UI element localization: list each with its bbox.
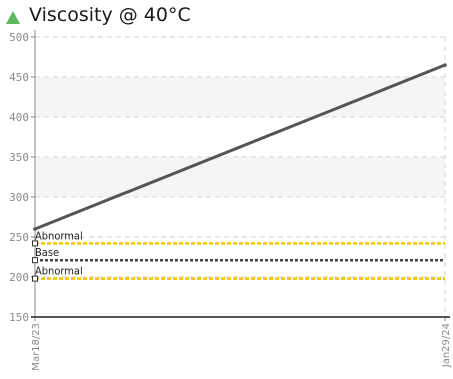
reference-label: Base	[35, 246, 59, 259]
grid-band-1	[35, 157, 445, 197]
reference-marker-1	[32, 257, 38, 264]
x-tick-label: Jan29/24	[441, 323, 452, 368]
grid-band-0	[35, 77, 445, 117]
y-tick-label: 450	[9, 71, 29, 84]
chart-header: Viscosity @ 40°C	[0, 0, 453, 30]
series-line-0	[33, 63, 447, 231]
data-point-0-1	[443, 63, 447, 67]
y-tick-label: 500	[9, 31, 29, 44]
x-tick-label: Mar18/23	[31, 323, 42, 371]
chart-title: Viscosity @ 40°C	[29, 4, 191, 26]
reference-marker-2	[32, 275, 38, 282]
y-tick-label: 350	[9, 151, 29, 164]
reference-label: Abnormal	[35, 229, 83, 242]
status-triangle-icon	[6, 11, 20, 24]
y-tick-label: 150	[9, 311, 29, 324]
y-tick-label: 250	[9, 231, 29, 244]
reference-label: Abnormal	[35, 265, 83, 278]
reference-marker-0	[32, 240, 38, 247]
y-tick-label: 400	[9, 111, 29, 124]
y-tick-label: 300	[9, 191, 29, 204]
data-point-0-0	[33, 227, 37, 231]
y-tick-label: 200	[9, 271, 29, 284]
